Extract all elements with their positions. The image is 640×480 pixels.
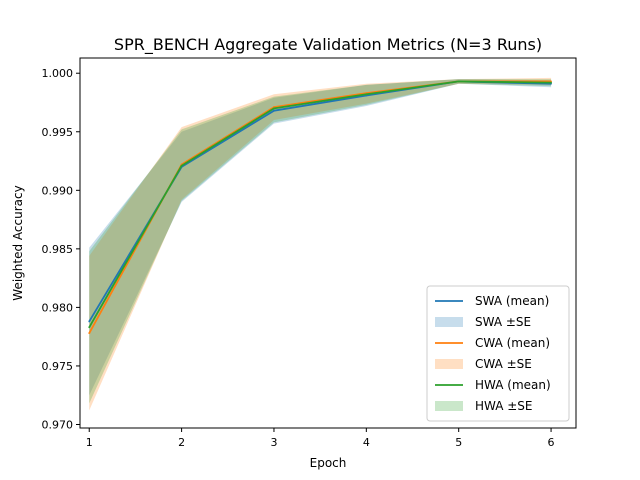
legend-label-cwa-mean: CWA (mean): [475, 336, 550, 350]
x-tick-label: 3: [270, 436, 277, 449]
band-cwa: [89, 77, 552, 411]
y-tick-label: 0.985: [42, 243, 74, 256]
x-tick-label: 6: [548, 436, 555, 449]
point-hwa-5: [457, 80, 460, 83]
band-swa: [89, 79, 552, 396]
legend-box: [426, 285, 570, 422]
series-lines: [88, 80, 552, 335]
plot-frame: [79, 57, 577, 429]
point-hwa-2: [180, 164, 183, 167]
point-hwa-4: [365, 93, 368, 96]
legend-label-swa-se: SWA ±SE: [475, 315, 531, 329]
y-tick-label: 0.970: [42, 418, 74, 431]
y-tick-label: 0.975: [42, 360, 74, 373]
legend-label-cwa-se: CWA ±SE: [475, 357, 532, 371]
legend-label-hwa-mean: HWA (mean): [475, 378, 551, 392]
chart-title: SPR_BENCH Aggregate Validation Metrics (…: [114, 35, 542, 55]
point-hwa-6: [550, 81, 552, 84]
y-axis-ticks: 0.970 0.975 0.980 0.985 0.990 0.995 1.000: [42, 67, 80, 431]
x-axis-ticks: 1 2 3 4 5 6: [86, 428, 555, 449]
line-hwa: [88, 80, 552, 328]
y-tick-label: 0.990: [42, 184, 74, 197]
x-tick-label: 1: [86, 436, 93, 449]
x-axis-label: Epoch: [310, 456, 347, 470]
y-tick-label: 0.995: [42, 126, 74, 139]
band-hwa: [89, 79, 552, 404]
legend-swatch-swa-se: [435, 317, 463, 327]
error-bands: [89, 77, 552, 411]
x-tick-label: 5: [455, 436, 462, 449]
legend-swatch-hwa-se: [435, 401, 463, 411]
legend-label-hwa-se: HWA ±SE: [475, 399, 533, 413]
point-hwa-3: [273, 107, 275, 110]
y-tick-label: 1.000: [42, 67, 74, 80]
point-cwa-1: [88, 332, 91, 335]
y-tick-label: 0.980: [42, 301, 74, 314]
x-tick-label: 4: [363, 436, 370, 449]
y-axis-label: Weighted Accuracy: [11, 185, 25, 300]
point-hwa-1: [88, 326, 91, 329]
point-swa-3: [273, 109, 275, 112]
legend-swatch-cwa-se: [435, 359, 463, 369]
point-swa-1: [88, 320, 91, 323]
legend: SWA (mean) SWA ±SE CWA (mean) CWA ±SE HWA (m…: [426, 285, 570, 422]
x-tick-label: 2: [178, 436, 185, 449]
legend-label-swa-mean: SWA (mean): [475, 294, 549, 308]
